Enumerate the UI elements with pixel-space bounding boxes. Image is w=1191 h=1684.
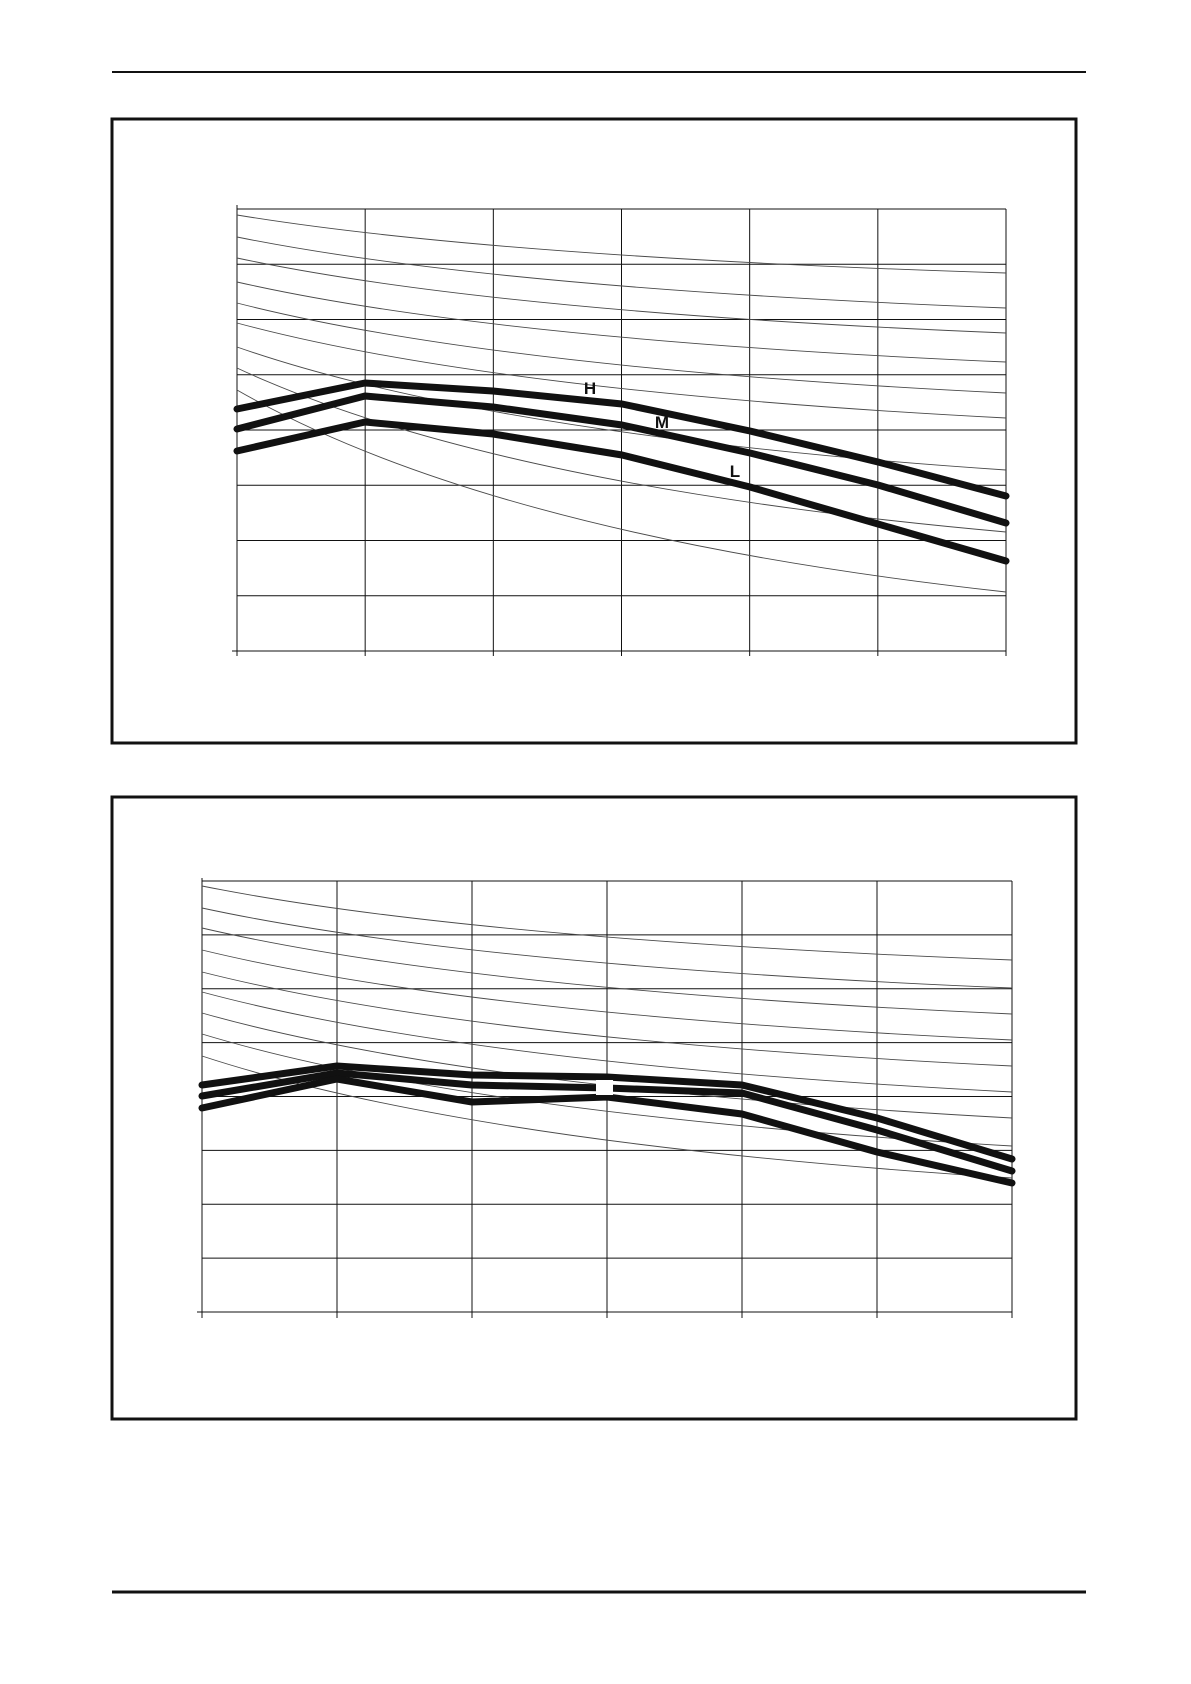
top-performance-chart: H M L [110, 117, 1078, 745]
background-curve [236, 236, 1007, 309]
bottom-performance-chart [110, 795, 1078, 1421]
series-line-C [198, 1075, 1016, 1187]
series-line-A [198, 1062, 1016, 1163]
background-curve [201, 885, 1013, 961]
series-line-L [233, 418, 1010, 565]
background-curve [201, 991, 1013, 1093]
background-curve [201, 907, 1013, 989]
background-curve [201, 949, 1013, 1041]
background-curve [201, 971, 1013, 1067]
chart-frame [110, 117, 1078, 745]
chart-frame [110, 795, 1078, 1421]
background-curve [236, 302, 1007, 394]
background-curve [236, 322, 1007, 419]
series-label-H: H [584, 379, 596, 398]
background-curve [236, 257, 1007, 334]
series-label-L: L [730, 462, 740, 481]
grid [232, 205, 1007, 656]
series-line-M [233, 392, 1010, 527]
background-curve [201, 927, 1013, 1015]
series-line-H [233, 379, 1010, 500]
series-lines [233, 379, 1010, 565]
open-square-marker [596, 1080, 613, 1095]
background-curve [236, 214, 1007, 274]
background-curve [236, 281, 1007, 363]
series-label-M: M [655, 413, 669, 432]
